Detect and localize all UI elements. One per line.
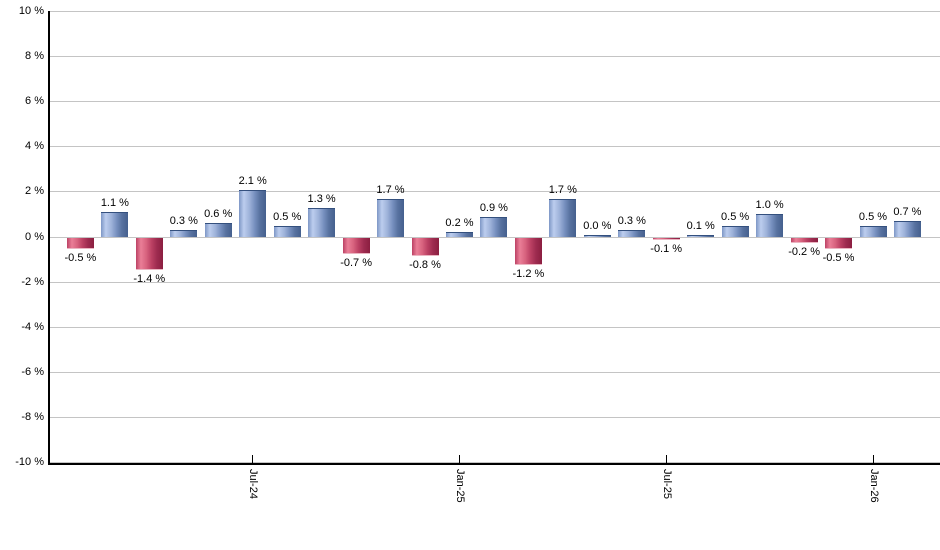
bar-positive <box>377 199 404 237</box>
gridline <box>49 327 940 328</box>
bar-positive <box>101 212 129 237</box>
bar-positive <box>204 223 232 237</box>
bar-positive <box>618 230 646 237</box>
y-axis-label: 4 % <box>25 140 44 152</box>
bar-value-label: 0.3 % <box>617 215 646 227</box>
bar-value-label: 1.3 % <box>307 193 336 205</box>
gridline <box>49 462 940 463</box>
bar-value-label: 0.2 % <box>445 217 474 229</box>
bar-positive <box>273 226 301 237</box>
bar-value-label: -1.4 % <box>133 273 166 285</box>
bar-value-label: 1.0 % <box>755 199 784 211</box>
bar-positive <box>239 190 267 237</box>
bar-value-label: 0.0 % <box>583 220 612 232</box>
bar-value-label: -0.5 % <box>822 252 855 264</box>
bar-negative <box>66 238 94 249</box>
bar-positive <box>480 217 508 237</box>
bar-positive <box>756 214 784 237</box>
bar-value-label: 1.7 % <box>376 184 405 196</box>
x-axis-label: Jan-26 <box>867 469 880 503</box>
bar-value-label: 0.9 % <box>479 202 508 214</box>
gridline <box>49 11 940 12</box>
bar-value-label: -0.1 % <box>650 243 683 255</box>
bar-value-label: 0.1 % <box>686 220 715 232</box>
bar-positive <box>687 235 715 237</box>
gridline <box>49 146 940 147</box>
gridline <box>49 237 940 238</box>
bar-positive <box>170 230 198 237</box>
bar-value-label: 2.1 % <box>238 175 267 187</box>
bar-positive <box>893 221 921 237</box>
bar-positive <box>721 226 749 237</box>
bar-value-label: 0.6 % <box>204 208 233 220</box>
y-axis-label: -2 % <box>21 276 44 288</box>
y-axis-label: 0 % <box>25 231 44 243</box>
bar-value-label: 0.5 % <box>273 211 302 223</box>
bar-value-label: -0.2 % <box>788 246 820 258</box>
bar-negative <box>825 238 852 249</box>
bar-value-label: -0.8 % <box>409 259 441 271</box>
bar-value-label: 0.5 % <box>721 211 750 223</box>
gridline <box>49 282 940 283</box>
bar-value-label: -1.2 % <box>512 268 545 280</box>
bar-positive <box>549 199 577 237</box>
y-axis-label: -10 % <box>15 456 44 468</box>
bar-value-label: 0.3 % <box>169 215 198 227</box>
bar-negative <box>342 238 370 254</box>
bar-negative <box>790 238 818 243</box>
y-axis-line <box>48 11 50 465</box>
y-axis-label: 10 % <box>18 5 44 17</box>
x-axis-tick <box>665 455 667 463</box>
bar-value-label: 1.1 % <box>100 197 129 209</box>
bar-positive <box>583 235 611 237</box>
gridline <box>49 417 940 418</box>
x-axis-tick <box>252 455 254 463</box>
bar-negative <box>135 238 163 270</box>
gridline <box>49 191 940 192</box>
y-axis-label: 6 % <box>25 95 44 107</box>
x-axis-line <box>48 463 940 465</box>
bar-value-label: 0.5 % <box>858 211 888 223</box>
bar-value-label: 0.7 % <box>893 206 922 218</box>
bar-negative <box>411 238 439 256</box>
x-axis-label: Jan-25 <box>454 469 466 503</box>
gridline <box>49 372 940 373</box>
y-axis-label: -4 % <box>21 321 44 333</box>
y-axis-label: -6 % <box>21 366 44 378</box>
x-axis-tick <box>872 455 874 463</box>
bar-value-label: 1.7 % <box>548 184 577 196</box>
bar-value-label: -0.5 % <box>64 252 97 264</box>
y-axis-label: -8 % <box>21 411 44 423</box>
bar-positive <box>446 232 473 237</box>
bar-positive <box>308 208 336 237</box>
y-axis-label: 8 % <box>25 50 44 62</box>
bar-positive <box>859 226 887 237</box>
y-axis-label: 2 % <box>25 185 44 197</box>
bar-negative <box>514 238 542 265</box>
bar-negative <box>652 238 680 240</box>
bar-value-label: -0.7 % <box>340 257 372 269</box>
gridline <box>49 101 940 102</box>
x-axis-label: Jul-24 <box>247 469 260 499</box>
x-axis-label: Jul-25 <box>660 469 673 499</box>
gridline <box>49 56 940 57</box>
x-axis-tick <box>459 455 460 463</box>
